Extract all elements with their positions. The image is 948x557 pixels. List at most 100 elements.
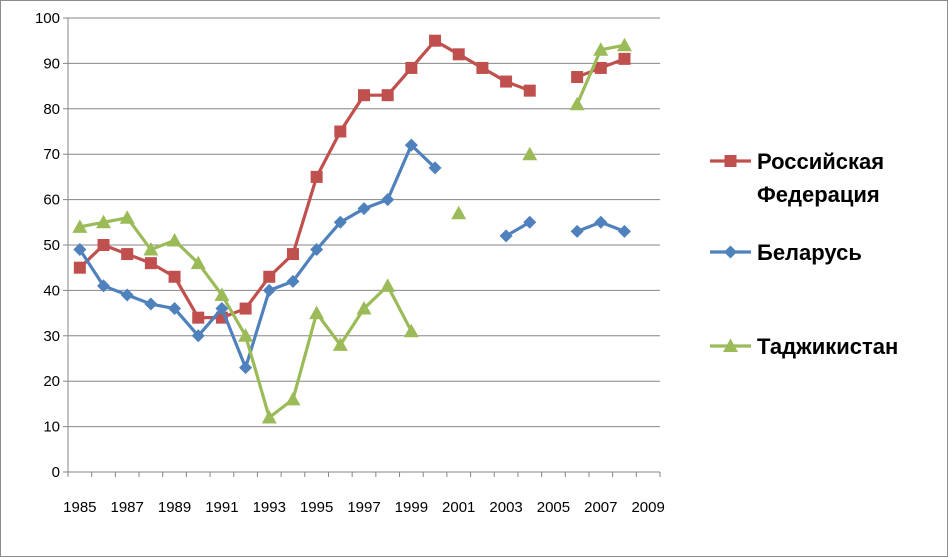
series-1-point-1988 <box>144 257 157 270</box>
series-2-point-2007 <box>594 215 608 229</box>
legend-swatch-marker-1 <box>724 155 737 167</box>
series-3-point-1990 <box>190 255 206 270</box>
series-3-point-1992 <box>238 328 254 342</box>
x-axis-tick-labels: 1985 1987 1989 1991 1993 1995 1997 1999 2001 2003… <box>63 499 665 516</box>
x-tick-label-1997: 1997 <box>347 499 380 516</box>
legend-swatch-marker-2 <box>724 245 737 259</box>
series-3 <box>72 37 632 424</box>
x-tick-label-2007: 2007 <box>584 499 617 516</box>
series-2-point-1987 <box>120 288 134 302</box>
x-tick-label-1989: 1989 <box>158 499 191 516</box>
series-3-point-1988 <box>143 242 159 256</box>
series-3-point-1985 <box>72 219 88 233</box>
series-3-point-2001 <box>451 205 467 220</box>
series-3-point-2004 <box>522 146 538 161</box>
series-1-point-2004 <box>523 84 536 97</box>
series-2-line-1 <box>78 143 437 370</box>
series-2-point-2000 <box>428 161 442 175</box>
series-2-point-1989 <box>168 302 182 316</box>
series-3-point-1993 <box>261 410 277 424</box>
series-3-point-2006 <box>569 96 585 111</box>
y-tick-label-40: 40 <box>43 282 60 299</box>
series-3-point-2007 <box>593 42 609 56</box>
x-tick-label-1991: 1991 <box>205 499 238 516</box>
series-3-point-1995 <box>309 305 325 320</box>
series-1-point-2000 <box>429 34 442 47</box>
gridlines <box>68 17 660 428</box>
y-tick-label-70: 70 <box>43 146 60 163</box>
series-2-point-1993 <box>262 283 276 297</box>
series-1-point-1997 <box>358 89 370 102</box>
legend-label-3-line-1: Таджикистан <box>757 334 898 359</box>
x-tick-label-2001: 2001 <box>442 499 475 516</box>
x-tick-label-1995: 1995 <box>300 499 333 516</box>
legend-label-1-line-1: Российская <box>757 149 884 174</box>
series-1-point-1998 <box>381 89 394 102</box>
series-1-point-1995 <box>310 170 323 183</box>
series-3-point-1987 <box>119 210 135 224</box>
x-tick-label-1985: 1985 <box>63 499 96 516</box>
series-1-point-1996 <box>334 125 347 138</box>
x-tick-label-2009: 2009 <box>631 499 664 516</box>
legend-label-1-line-2: Федерация <box>757 182 880 207</box>
y-axis-tick-labels: 0 10 20 30 40 50 60 70 80 90 100 <box>35 10 60 481</box>
x-tick-label-1993: 1993 <box>253 499 286 516</box>
series-1-point-1987 <box>121 248 134 261</box>
x-tick-label-2003: 2003 <box>489 499 522 516</box>
series-3-point-1989 <box>167 232 183 247</box>
series-1-line-1 <box>78 39 531 320</box>
series-1-point-2006 <box>571 71 584 84</box>
series-1-point-2007 <box>594 61 607 74</box>
series-2-point-1996 <box>333 215 347 229</box>
y-tick-label-100: 100 <box>35 10 60 27</box>
legend-entry-3: Таджикистан <box>710 334 898 359</box>
series-1-point-2008 <box>618 52 631 65</box>
series-2-point-2006 <box>570 224 584 238</box>
legend-entry-1: Российская Федерация <box>710 149 884 207</box>
x-tick-label-2005: 2005 <box>537 499 570 516</box>
y-tick-label-0: 0 <box>52 464 60 481</box>
axes <box>63 17 661 477</box>
series-3-point-1996 <box>332 337 348 351</box>
legend-entry-2: Беларусь <box>710 240 862 265</box>
legend: Российская Федерация Беларусь Таджикистан <box>710 149 898 359</box>
series-1-point-1999 <box>405 61 418 74</box>
x-tick-label-1987: 1987 <box>111 499 144 516</box>
series-3-point-1998 <box>380 278 396 292</box>
y-tick-label-90: 90 <box>43 55 60 72</box>
series-lines <box>72 34 632 424</box>
y-tick-label-80: 80 <box>43 101 60 118</box>
series-1-point-1989 <box>168 270 181 283</box>
series-3-point-1986 <box>96 214 112 229</box>
series-3-point-1999 <box>403 323 419 338</box>
series-3-point-1991 <box>214 287 230 301</box>
series-2-point-2003 <box>499 229 513 243</box>
series-2-point-1998 <box>381 193 395 207</box>
series-1-point-2001 <box>452 48 465 61</box>
series-2-point-1990 <box>191 329 205 343</box>
series-2-point-1994 <box>286 274 300 288</box>
series-1-point-1993 <box>263 270 276 283</box>
series-3-line-1 <box>79 216 413 420</box>
series-3-point-1994 <box>285 391 301 406</box>
series-1-point-1985 <box>73 261 86 274</box>
y-tick-label-20: 20 <box>43 373 60 390</box>
series-3-point-2008 <box>616 37 632 52</box>
series-2-point-1986 <box>97 279 111 293</box>
series-2-point-2004 <box>523 215 537 229</box>
series-1-point-1986 <box>97 239 110 251</box>
series-2-point-1985 <box>73 243 87 257</box>
legend-swatch-marker-3 <box>723 338 738 352</box>
series-2 <box>73 138 631 375</box>
series-3-point-1997 <box>356 301 372 315</box>
series-2-point-1992 <box>239 361 253 375</box>
series-2-point-1999 <box>404 138 418 152</box>
y-tick-label-30: 30 <box>43 328 60 345</box>
series-1-point-2002 <box>476 61 489 74</box>
y-tick-label-10: 10 <box>43 419 60 436</box>
series-2-point-1991 <box>215 302 229 316</box>
y-tick-label-50: 50 <box>43 237 60 254</box>
x-tick-label-1999: 1999 <box>395 499 428 516</box>
series-1-point-2003 <box>500 75 513 88</box>
